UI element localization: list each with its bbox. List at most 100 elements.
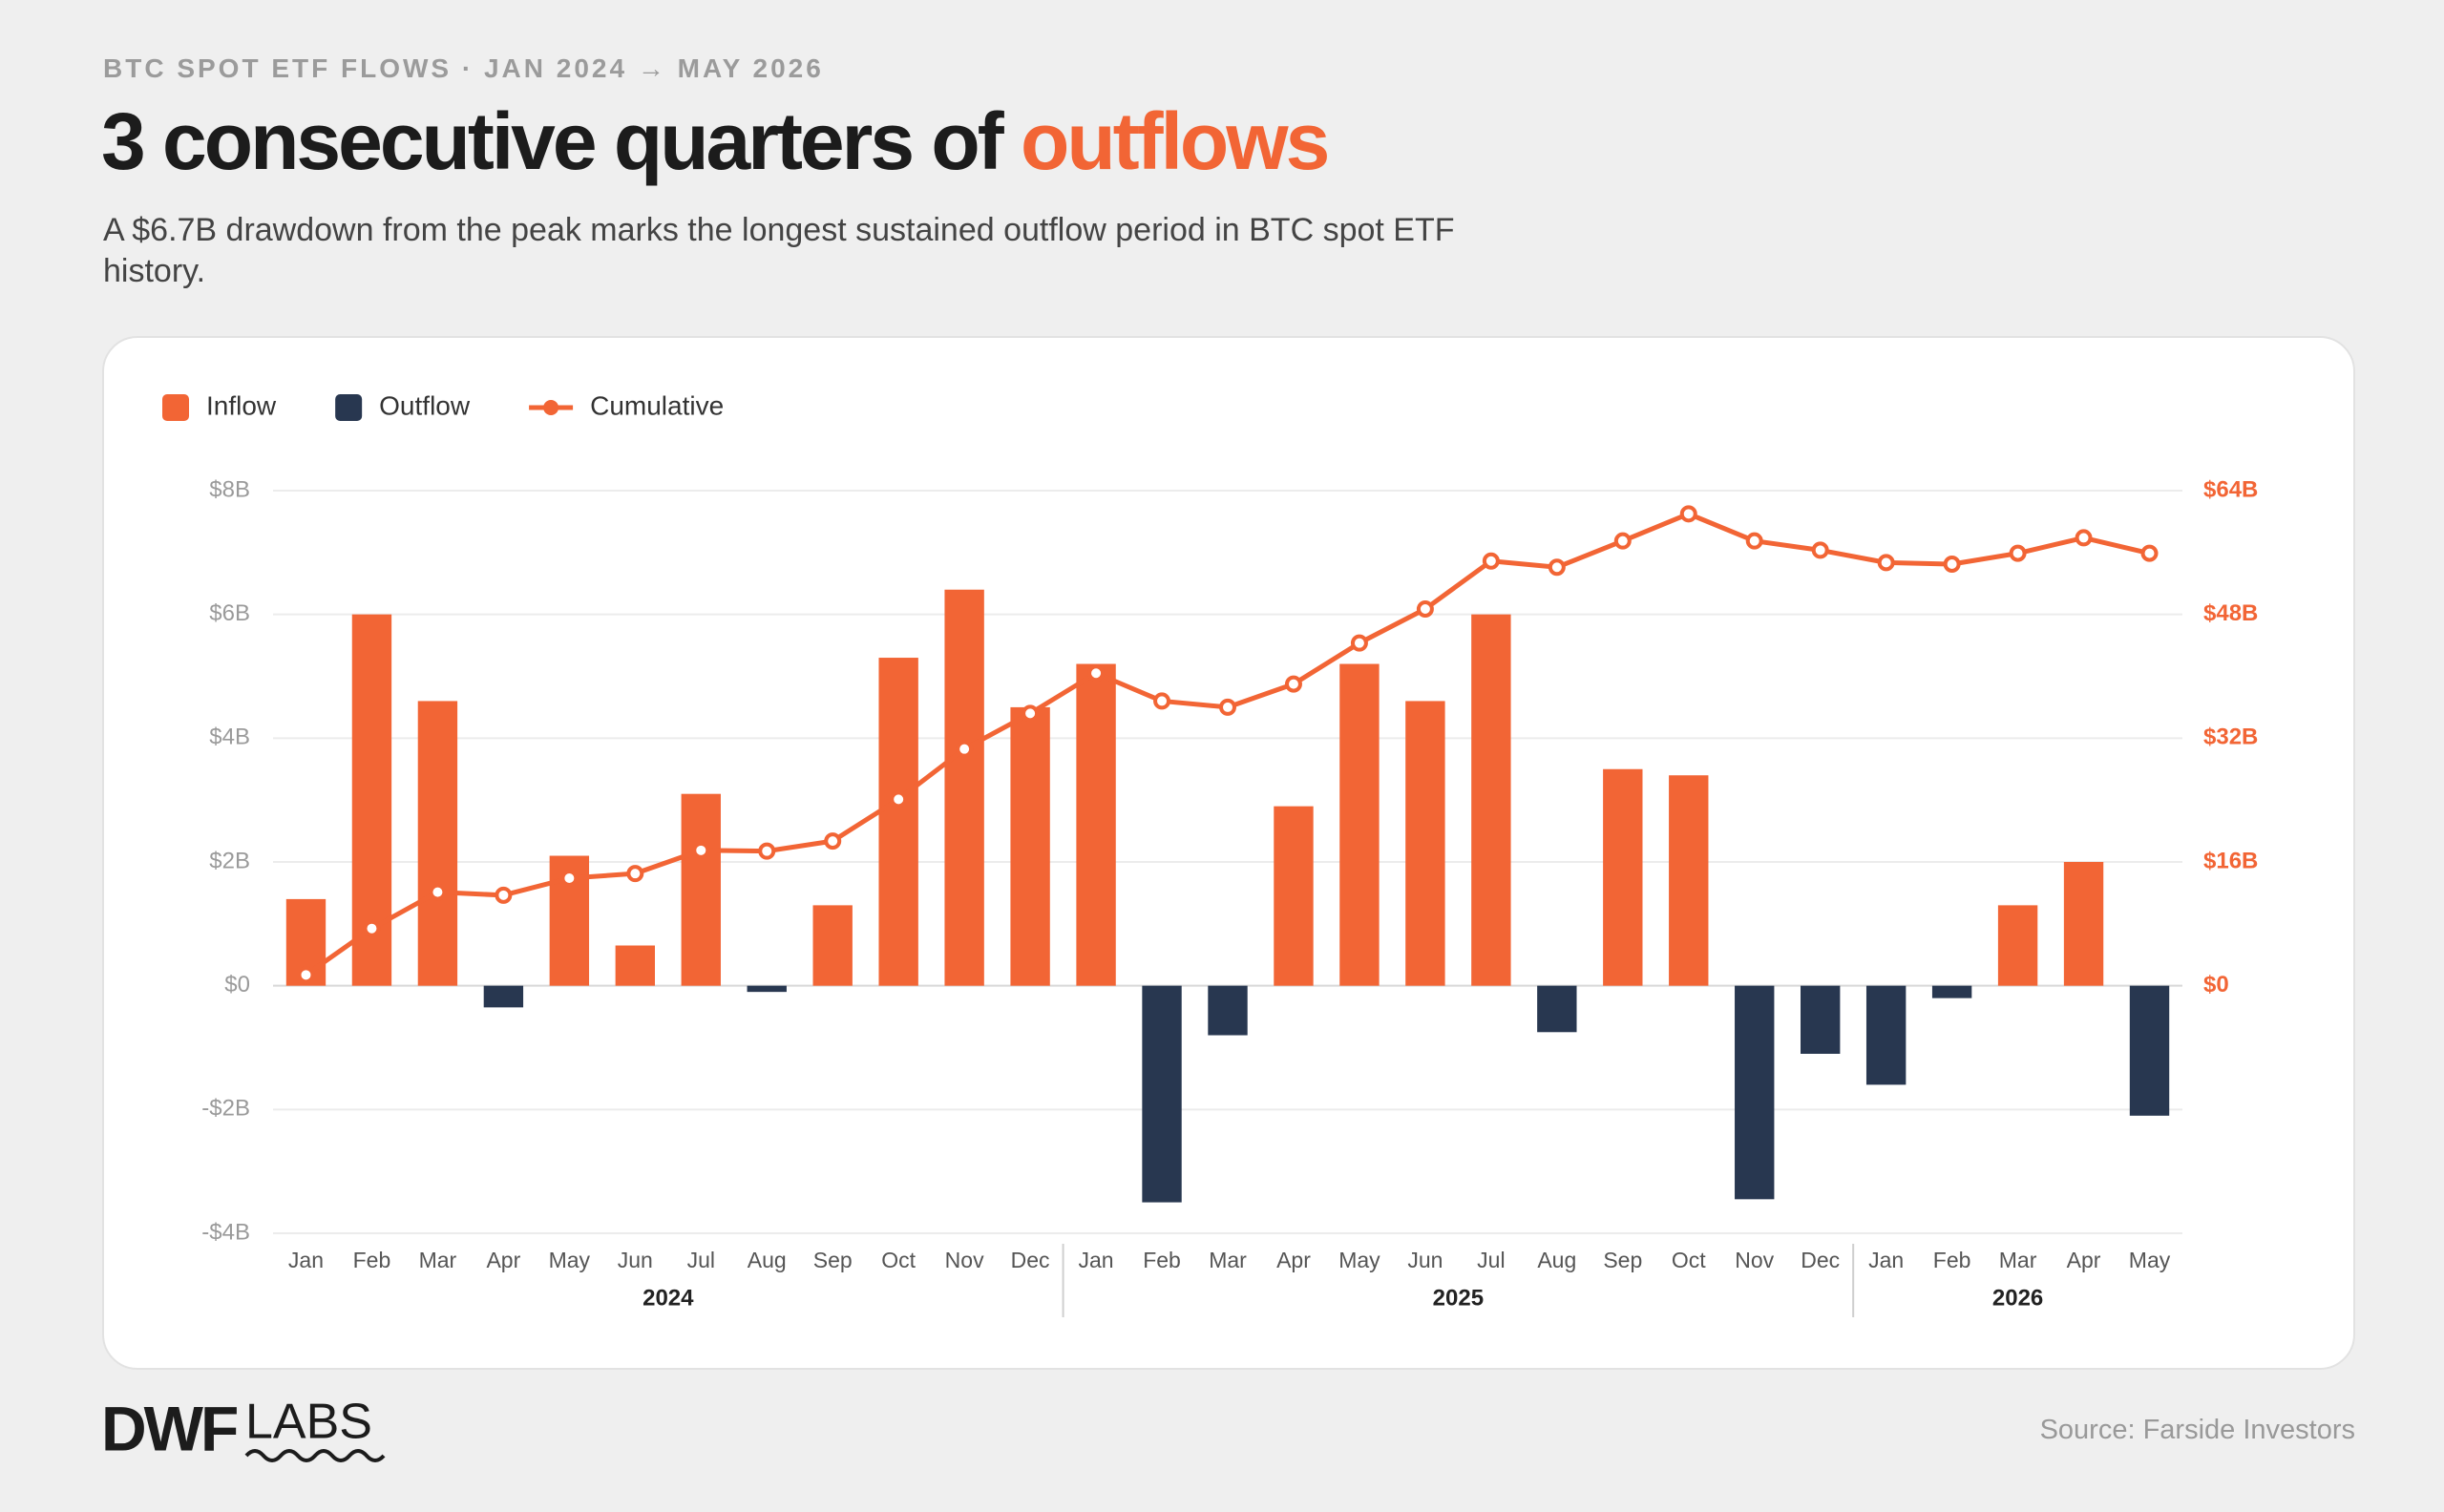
- line-point: [560, 870, 579, 888]
- x-tick-label: Jul: [687, 1248, 715, 1272]
- logo-main: DWF: [101, 1393, 237, 1463]
- line-point: [2009, 544, 2027, 562]
- legend-swatch: [335, 394, 363, 421]
- y-tick-label: $2B: [209, 848, 250, 873]
- bar: [1405, 701, 1445, 986]
- x-tick-label: Apr: [2067, 1248, 2101, 1272]
- legend-label: Outflow: [379, 390, 471, 420]
- group-label: 2025: [1433, 1285, 1484, 1311]
- bar: [1537, 985, 1577, 1033]
- x-tick-label: Dec: [1011, 1248, 1050, 1272]
- x-tick-label: Jun: [1407, 1248, 1443, 1272]
- kicker: BTC SPOT ETF FLOWS · JAN 2024 → MAY 2026: [103, 53, 824, 83]
- x-tick-label: Sep: [813, 1248, 853, 1272]
- bar: [1931, 985, 1972, 998]
- logo-sub: LABS: [245, 1395, 372, 1450]
- y2-tick-label: $48B: [2203, 600, 2258, 626]
- line-point: [363, 919, 381, 937]
- bar: [483, 985, 524, 1008]
- bar: [2129, 985, 2170, 1116]
- bar: [1735, 985, 1775, 1200]
- x-tick-label: Oct: [881, 1248, 916, 1272]
- line-point: [758, 842, 776, 860]
- bar: [615, 945, 655, 986]
- line-point: [824, 832, 842, 850]
- y2-tick-label: $64B: [2203, 476, 2258, 502]
- line-point: [1416, 599, 1434, 618]
- y-tick-label: $6B: [209, 600, 250, 626]
- bar: [1669, 775, 1709, 986]
- x-tick-label: Mar: [1209, 1248, 1247, 1272]
- bar: [944, 589, 984, 986]
- line-point: [1284, 675, 1302, 693]
- x-tick-label: Mar: [419, 1248, 457, 1272]
- line-point: [1613, 532, 1632, 550]
- line-point: [1350, 634, 1368, 652]
- line-point: [1548, 558, 1566, 577]
- line-point: [692, 841, 710, 859]
- legend-swatch: [162, 394, 189, 421]
- y-tick-label: $8B: [209, 476, 250, 502]
- bar: [2063, 862, 2104, 986]
- x-tick-label: Apr: [1276, 1248, 1311, 1272]
- x-tick-label: Jun: [618, 1248, 653, 1272]
- subtitle: A $6.7B drawdown from the peak marks the…: [103, 212, 1455, 289]
- x-tick-label: Feb: [1933, 1248, 1971, 1272]
- legend-item: Inflow: [162, 390, 277, 421]
- x-tick-label: Feb: [1143, 1248, 1181, 1272]
- line-point: [1679, 505, 1697, 523]
- line-point: [1022, 704, 1040, 723]
- line-point: [1153, 692, 1171, 710]
- line-point: [1877, 554, 1895, 572]
- line-point: [1087, 664, 1106, 682]
- bar: [417, 701, 458, 986]
- bar: [747, 985, 787, 993]
- x-tick-label: Jan: [1079, 1248, 1114, 1272]
- logo-wave: [244, 1449, 386, 1462]
- line-point: [495, 886, 513, 904]
- bar: [878, 658, 918, 986]
- line-point: [2140, 544, 2159, 562]
- x-tick-label: Nov: [1735, 1248, 1774, 1272]
- bar: [681, 793, 721, 986]
- logo: DWF LABS: [101, 1393, 386, 1463]
- line-point: [297, 966, 315, 984]
- title-text: 3 consecutive quarters of: [101, 96, 1004, 186]
- line-point: [429, 883, 447, 901]
- bar: [1010, 706, 1050, 986]
- x-tick-label: Jan: [1868, 1248, 1904, 1272]
- line-point: [1219, 698, 1236, 716]
- bar: [1208, 985, 1248, 1036]
- y2-tick-label: $0: [2203, 972, 2229, 998]
- legend-swatch-dot: [543, 400, 559, 415]
- bar: [1142, 985, 1182, 1203]
- line-point: [890, 790, 908, 808]
- bar: [1076, 663, 1116, 986]
- card: [102, 336, 2355, 1370]
- y-tick-label: -$2B: [201, 1096, 250, 1122]
- line-point: [626, 865, 644, 883]
- legend-label: Cumulative: [590, 390, 724, 420]
- legend-item: Cumulative: [529, 390, 724, 420]
- bar: [1997, 905, 2038, 986]
- legend-item: Outflow: [335, 390, 471, 421]
- group-label: 2024: [643, 1285, 694, 1311]
- x-tick-label: Dec: [1801, 1248, 1840, 1272]
- x-tick-label: Nov: [945, 1248, 984, 1272]
- legend-label: Inflow: [206, 390, 277, 420]
- bar: [812, 905, 853, 986]
- x-tick-label: May: [1338, 1248, 1380, 1272]
- y2-tick-label: $16B: [2203, 848, 2258, 873]
- x-tick-label: May: [2129, 1248, 2171, 1272]
- line-point: [1811, 541, 1829, 559]
- y-tick-label: $0: [224, 972, 250, 998]
- bar: [1274, 806, 1314, 986]
- line-point: [1482, 552, 1500, 570]
- x-tick-label: Aug: [1537, 1248, 1576, 1272]
- x-tick-label: Mar: [1999, 1248, 2037, 1272]
- x-tick-label: Jan: [288, 1248, 324, 1272]
- x-tick-label: Sep: [1603, 1248, 1642, 1272]
- x-tick-label: Jul: [1477, 1248, 1505, 1272]
